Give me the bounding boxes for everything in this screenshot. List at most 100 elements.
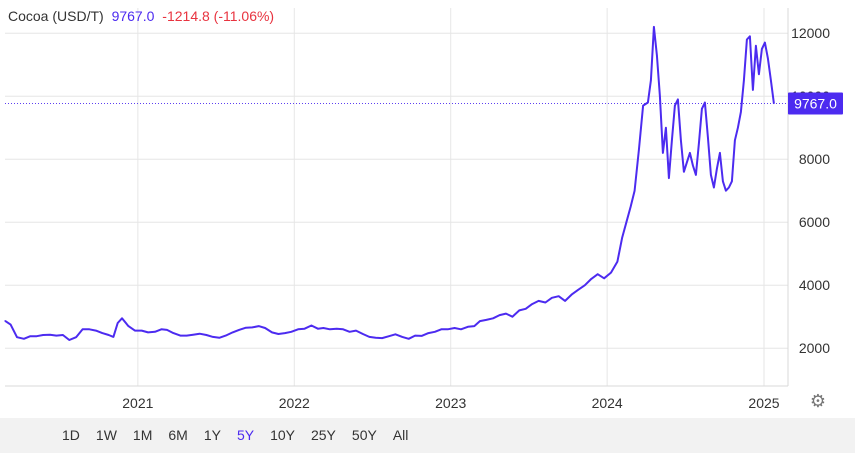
price-point xyxy=(297,328,299,330)
x-tick-label: 2024 xyxy=(592,395,623,411)
price-point xyxy=(638,149,640,151)
price-point xyxy=(212,336,214,338)
price-point xyxy=(68,339,70,341)
price-point xyxy=(108,334,110,336)
price-point xyxy=(251,326,253,328)
price-point xyxy=(479,320,481,322)
price-point xyxy=(725,190,727,192)
price-point xyxy=(571,294,573,296)
price-point xyxy=(662,152,664,154)
price-point xyxy=(225,335,227,337)
price-point xyxy=(62,334,64,336)
range-button-6m[interactable]: 6M xyxy=(168,427,188,443)
price-point xyxy=(752,89,754,91)
price-point xyxy=(668,177,670,179)
price-point xyxy=(440,328,442,330)
series-layer xyxy=(4,25,775,341)
price-point xyxy=(421,335,423,337)
price-point xyxy=(10,324,12,326)
price-point xyxy=(16,336,18,338)
price-point xyxy=(101,332,103,334)
price-point xyxy=(558,295,560,297)
price-point xyxy=(731,180,733,182)
price-point xyxy=(408,338,410,340)
price-point xyxy=(734,139,736,141)
price-point xyxy=(680,139,682,141)
price-chart[interactable]: 2000400060008000100001200020212022202320… xyxy=(0,0,855,418)
chart-area[interactable]: 2000400060008000100001200020212022202320… xyxy=(0,0,855,418)
range-button-25y[interactable]: 25Y xyxy=(310,427,336,443)
price-point xyxy=(401,336,403,338)
price-line xyxy=(4,25,775,341)
price-point xyxy=(284,332,286,334)
price-point xyxy=(277,333,279,335)
y-tick-label: 8000 xyxy=(799,151,830,167)
price-point xyxy=(427,332,429,334)
x-tick-label: 2021 xyxy=(122,395,153,411)
range-button-1y[interactable]: 1Y xyxy=(203,427,221,443)
range-button-1d[interactable]: 1D xyxy=(62,427,80,443)
price-point xyxy=(511,316,513,318)
price-point xyxy=(737,127,739,129)
price-point xyxy=(388,335,390,337)
last-price-badge: 9767.0 xyxy=(788,92,843,115)
price-point xyxy=(329,328,331,330)
price-point xyxy=(82,328,84,330)
price-point xyxy=(764,42,766,44)
price-point xyxy=(55,335,58,337)
price-point xyxy=(166,329,168,331)
price-point xyxy=(544,301,547,304)
last-price-badge-bg xyxy=(788,92,843,115)
price-point xyxy=(336,328,338,330)
price-point xyxy=(689,152,691,154)
range-buttons: 1D 1W 1M 6M 1Y 5Y 10Y 25Y 50Y All xyxy=(54,426,416,444)
price-point xyxy=(258,325,260,327)
price-point xyxy=(743,79,745,81)
range-button-1m[interactable]: 1M xyxy=(132,427,153,443)
price-point xyxy=(525,308,527,310)
x-tick-label: 2025 xyxy=(748,395,779,411)
price-point xyxy=(117,322,119,324)
price-point xyxy=(342,328,344,330)
price-point xyxy=(616,261,619,263)
price-point xyxy=(701,108,703,110)
price-point xyxy=(590,278,592,280)
price-point xyxy=(505,313,507,315)
price-point xyxy=(656,54,658,56)
price-point xyxy=(238,329,240,331)
price-point xyxy=(218,337,220,339)
price-point xyxy=(713,186,715,189)
grid xyxy=(5,8,789,387)
price-point xyxy=(375,337,377,339)
price-point xyxy=(42,334,44,336)
price-point xyxy=(584,284,586,286)
price-point xyxy=(531,303,533,305)
price-point xyxy=(698,142,700,144)
last-price-badge-label: 9767.0 xyxy=(794,96,837,112)
price-point xyxy=(773,102,775,105)
price-point xyxy=(692,164,694,167)
price-point xyxy=(749,35,751,37)
range-button-10y[interactable]: 10Y xyxy=(270,427,295,443)
price-point xyxy=(112,336,114,338)
y-tick-label: 6000 xyxy=(799,214,830,230)
price-point xyxy=(199,333,201,335)
gear-icon[interactable]: ⚙ xyxy=(809,391,827,411)
price-point xyxy=(518,309,520,311)
price-point xyxy=(674,105,676,107)
range-button-5y[interactable]: 5Y xyxy=(236,427,255,443)
chart-legend: Cocoa (USD/T) 9767.0 -1214.8 (-11.06%) xyxy=(8,8,278,24)
price-point xyxy=(704,101,706,104)
price-point xyxy=(381,337,383,339)
price-point xyxy=(394,333,396,335)
price-point xyxy=(630,205,632,208)
range-button-1w[interactable]: 1W xyxy=(95,427,117,443)
price-point xyxy=(722,180,724,182)
range-button-all[interactable]: All xyxy=(392,427,409,443)
price-point xyxy=(23,338,25,340)
price-point xyxy=(755,45,757,47)
price-point xyxy=(492,317,494,319)
range-button-50y[interactable]: 50Y xyxy=(351,427,377,443)
price-point xyxy=(647,101,649,104)
price-point xyxy=(767,57,769,60)
